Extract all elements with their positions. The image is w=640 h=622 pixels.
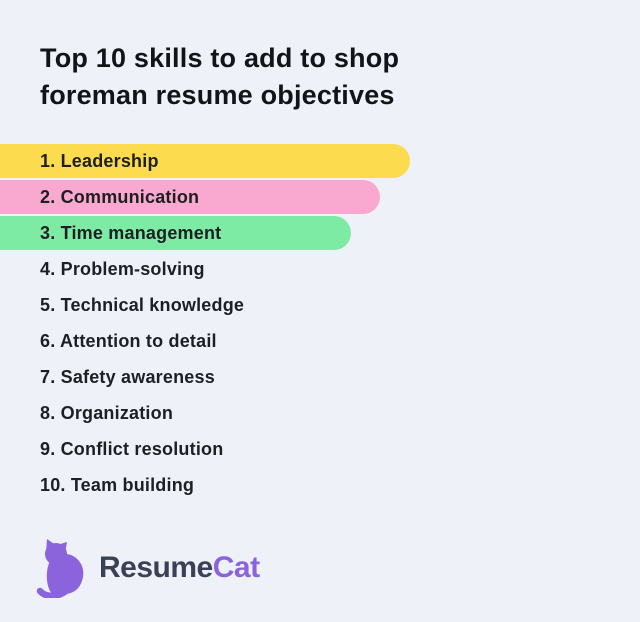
resumecat-logo: ResumeCat <box>36 537 260 598</box>
page-title-line1: Top 10 skills to add to shop <box>40 43 400 73</box>
skill-item-attention-to-detail: 6. Attention to detail <box>0 324 640 358</box>
skill-label: 10. Team building <box>40 474 195 495</box>
skill-item-team-building: 10. Team building <box>0 468 640 502</box>
skill-item-time-management: 3. Time management <box>0 216 351 250</box>
skill-item-organization: 8. Organization <box>0 396 640 430</box>
page-title-line2: foreman resume objectives <box>40 80 395 110</box>
page-title: Top 10 skills to add to shop foreman res… <box>40 40 399 114</box>
skill-label: 2. Communication <box>40 186 200 207</box>
skill-item-communication: 2. Communication <box>0 180 380 214</box>
skill-label: 6. Attention to detail <box>40 330 217 351</box>
brand-name-resume: Resume <box>99 550 213 584</box>
skill-item-leadership: 1. Leadership <box>0 144 410 178</box>
skills-list: 1. Leadership 2. Communication 3. Time m… <box>0 144 640 504</box>
skill-item-technical-knowledge: 5. Technical knowledge <box>0 288 640 322</box>
skill-label: 8. Organization <box>40 402 174 423</box>
brand-name-cat: Cat <box>212 550 260 584</box>
cat-silhouette-icon <box>36 537 88 598</box>
skill-label: 1. Leadership <box>40 150 159 171</box>
skill-label: 3. Time management <box>40 222 222 243</box>
skill-label: 7. Safety awareness <box>40 366 215 387</box>
skill-item-conflict-resolution: 9. Conflict resolution <box>0 432 640 466</box>
skill-item-safety-awareness: 7. Safety awareness <box>0 360 640 394</box>
skill-item-problem-solving: 4. Problem-solving <box>0 252 640 286</box>
skill-label: 9. Conflict resolution <box>40 438 224 459</box>
skill-label: 5. Technical knowledge <box>40 294 245 315</box>
skill-label: 4. Problem-solving <box>40 258 205 279</box>
brand-name: ResumeCat <box>99 551 260 585</box>
